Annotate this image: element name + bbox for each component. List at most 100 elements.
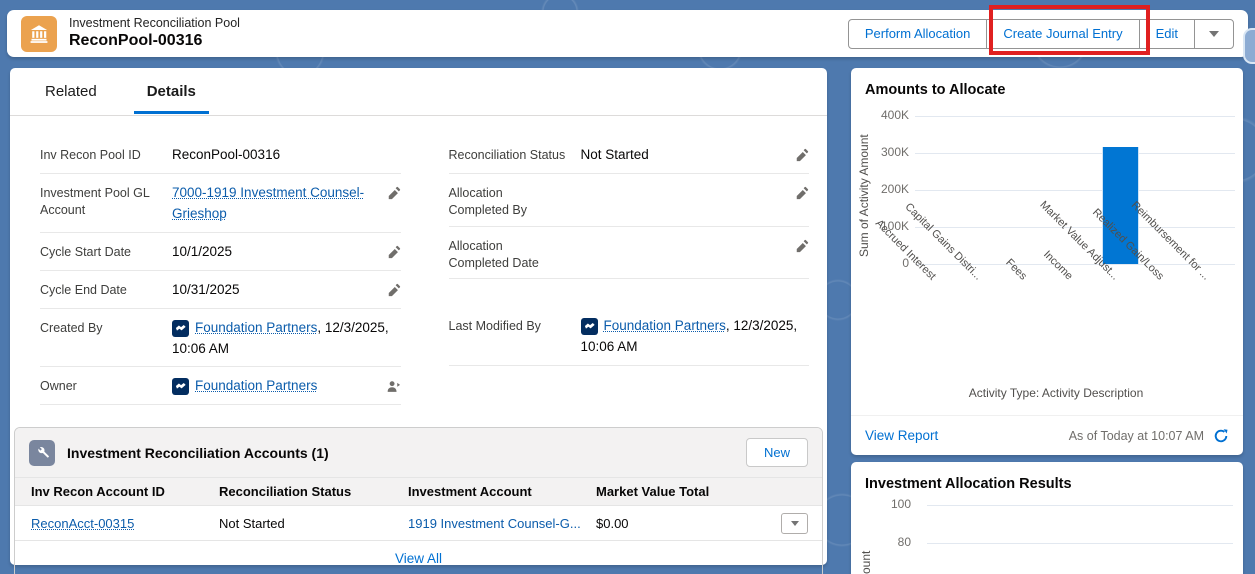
chart-title: Investment Allocation Results (865, 476, 1072, 492)
row-actions-button[interactable] (781, 512, 808, 534)
edit-pencil-icon[interactable] (787, 236, 809, 253)
y-tick-label: 100 (890, 497, 911, 511)
more-actions-button[interactable] (1194, 18, 1234, 49)
edit-pencil-icon[interactable] (379, 280, 401, 297)
edit-button[interactable]: Edit (1138, 18, 1195, 49)
field-column-right: Reconciliation Status Not Started Alloca… (448, 136, 810, 405)
change-owner-icon[interactable] (379, 376, 401, 394)
chevron-down-icon (1209, 30, 1219, 37)
created-by-link[interactable]: Foundation Partners (195, 319, 318, 335)
field-label: Created By (40, 320, 103, 335)
view-all-row: View All (15, 540, 822, 574)
field-label: Cycle Start Date (40, 244, 132, 259)
refresh-icon[interactable] (1213, 428, 1229, 444)
investment-account-link[interactable]: 1919 Investment Counsel-G... (408, 515, 580, 531)
related-list-header: Investment Reconciliation Accounts (1) N… (15, 428, 822, 478)
as-of-timestamp: As of Today at 10:07 AM (1069, 428, 1229, 444)
record-name: ReconPool-00316 (69, 32, 203, 50)
y-tick-label: 400K (880, 108, 909, 122)
field-value: ReconPool-00316 (172, 147, 281, 162)
view-report-link[interactable]: View Report (865, 428, 939, 443)
tab-details[interactable]: Details (133, 83, 210, 114)
column-header-reconciliation-status[interactable]: Reconciliation Status (219, 484, 352, 500)
field-value: 7000-1919 Investment Counsel-Grieshop (158, 183, 379, 225)
tab-related[interactable]: Related (45, 83, 97, 100)
column-header-inv-recon-account-id[interactable]: Inv Recon Account ID (31, 484, 165, 500)
chart-title: Amounts to Allocate (865, 82, 1006, 98)
related-list-title[interactable]: Investment Reconciliation Accounts (1) (67, 444, 329, 461)
last-modified-by-link[interactable]: Foundation Partners (603, 318, 726, 334)
field-investment-pool-gl-account: Investment Pool GL Account 7000-1919 Inv… (40, 174, 401, 233)
created-datetime: , 12/3/2025, 10:06 AM (172, 319, 389, 356)
field-cycle-end-date: Cycle End Date 10/31/2025 (40, 271, 401, 309)
field-label: Allocation Completed Date (448, 238, 539, 270)
wrench-icon (29, 439, 55, 466)
recon-account-link[interactable]: ReconAcct-00315 (31, 515, 135, 531)
x-category-label: Fees (1003, 256, 1030, 283)
entity-type-label: Investment Reconciliation Pool (69, 15, 240, 30)
y-axis-label-fragment: ount (859, 550, 873, 574)
create-journal-entry-button[interactable]: Create Journal Entry (986, 18, 1140, 49)
field-created-by: Created By Foundation Partners, 12/3/202… (40, 309, 401, 368)
field-allocation-completed-date: Allocation Completed Date (448, 227, 809, 280)
last-modified-datetime: , 12/3/2025, 10:06 AM (580, 318, 798, 355)
record-tabs: Related Details (10, 68, 827, 116)
bar-chart-investment-allocation-results: 100 80 (851, 462, 1243, 574)
field-value: Not Started (580, 147, 649, 162)
field-value: 10/1/2025 (172, 243, 233, 259)
bar-market-value-adjust[interactable] (1102, 147, 1140, 264)
edit-pencil-icon[interactable] (787, 183, 809, 200)
gridline (927, 543, 1233, 544)
edit-pencil-icon[interactable] (379, 242, 401, 259)
field-label: Owner (40, 379, 77, 394)
field-allocation-completed-by: Allocation Completed By (448, 174, 809, 227)
user-avatar (580, 318, 598, 336)
gridline (915, 190, 1235, 191)
column-header-market-value-total[interactable]: Market Value Total (596, 484, 710, 500)
cell-market-value-total: $0.00 (596, 515, 629, 531)
header-titles: Investment Reconciliation Pool ReconPool… (69, 16, 240, 52)
field-spacer (449, 279, 810, 307)
field-value: Foundation Partners (158, 376, 379, 397)
field-last-modified-by: Last Modified By Foundation Partners, 12… (448, 307, 809, 367)
x-category-label: Income (1041, 248, 1075, 283)
new-button[interactable]: New (745, 438, 808, 468)
owner-link[interactable]: Foundation Partners (195, 378, 318, 394)
field-label: Cycle End Date (40, 282, 127, 297)
as-of-text: As of Today at 10:07 AM (1068, 428, 1204, 443)
y-tick-label: 80 (897, 535, 911, 549)
record-detail-card: Related Details Inv Recon Pool ID ReconP… (10, 68, 827, 574)
edge-utility-widget (1243, 28, 1255, 64)
bank-icon (21, 15, 57, 52)
user-avatar (172, 319, 189, 337)
field-grid: Inv Recon Pool ID ReconPool-00316 Invest… (10, 116, 827, 406)
gridline (915, 153, 1235, 154)
investment-allocation-results-card: Investment Allocation Results 100 80 ount (851, 462, 1243, 574)
view-all-link[interactable]: View All (394, 551, 443, 567)
cell-reconciliation-status: Not Started (219, 515, 285, 531)
chevron-down-icon (790, 520, 799, 526)
field-column-left: Inv Recon Pool ID ReconPool-00316 Invest… (40, 136, 401, 406)
table-row: ReconAcct-00315 Not Started 1919 Investm… (15, 506, 822, 541)
edit-pencil-icon[interactable] (379, 183, 401, 200)
record-action-group: Perform Allocation Create Journal Entry … (847, 18, 1234, 49)
amounts-to-allocate-card: Amounts to Allocate Sum of Activity Amou… (851, 68, 1243, 455)
edit-pencil-icon[interactable] (787, 145, 809, 162)
record-header: Investment Reconciliation Pool ReconPool… (7, 10, 1248, 57)
gl-account-link[interactable]: 7000-1919 Investment Counsel-Grieshop (172, 184, 365, 221)
field-reconciliation-status: Reconciliation Status Not Started (448, 136, 809, 174)
field-value: 10/31/2025 (172, 281, 240, 297)
gridline (915, 227, 1235, 228)
bar-chart-amounts-to-allocate: 0 100K 200K 300K 400K Accrued Interest Capital… (851, 68, 1243, 455)
gridline (915, 264, 1235, 265)
y-tick-label: 100K (880, 219, 909, 233)
field-cycle-start-date: Cycle Start Date 10/1/2025 (40, 233, 401, 271)
field-label: Allocation Completed By (448, 185, 528, 217)
gridline (915, 116, 1235, 117)
y-tick-label: 200K (880, 182, 909, 196)
related-list-investment-reconciliation-accounts: Investment Reconciliation Accounts (1) N… (14, 427, 823, 574)
field-value: Foundation Partners, 12/3/2025, 10:06 AM (158, 318, 401, 360)
y-tick-label: 0 (902, 256, 909, 270)
perform-allocation-button[interactable]: Perform Allocation (847, 18, 988, 49)
column-header-investment-account[interactable]: Investment Account (408, 484, 532, 500)
